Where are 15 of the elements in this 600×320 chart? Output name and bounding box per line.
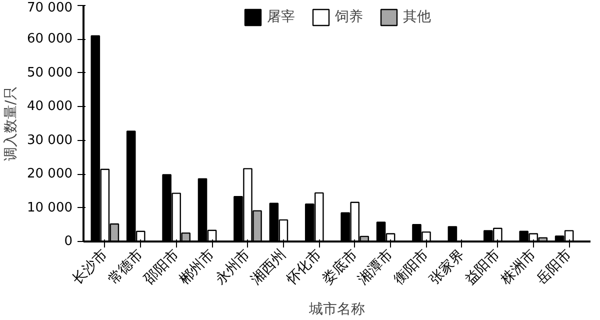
y-tick-label: 30 000: [27, 132, 73, 148]
legend-label: 其他: [403, 8, 431, 26]
y-tick-label: 20 000: [27, 166, 73, 182]
y-tick-label: 0: [64, 234, 73, 249]
y-tick-label: 60 000: [27, 32, 73, 47]
x-tick-label: 岳阳市: [534, 246, 575, 288]
y-tick-label: 40 000: [27, 99, 73, 114]
y-tick-label: 50 000: [27, 65, 73, 80]
x-tick-label: 郴州市: [176, 246, 218, 288]
legend-label: 饲养: [335, 8, 363, 26]
legend-label: 屠宰: [267, 8, 295, 26]
x-axis-title: 城市名称: [308, 302, 365, 318]
y-tick-label: 10 000: [27, 200, 73, 216]
y-tick-label: 70 000: [27, 0, 73, 16]
y-axis-title: 调入数量/只: [3, 86, 20, 161]
